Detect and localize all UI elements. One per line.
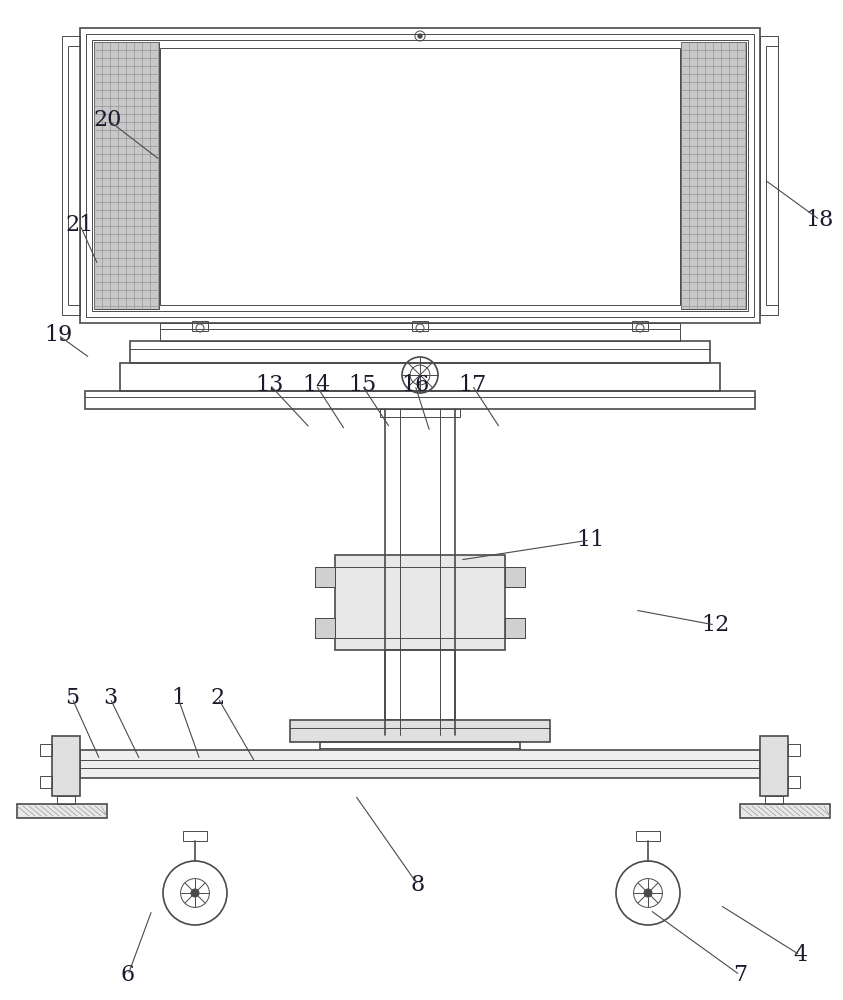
Bar <box>636 831 660 841</box>
Bar <box>765 796 783 804</box>
Bar <box>120 363 720 391</box>
Bar <box>80 28 760 323</box>
Bar <box>740 804 830 818</box>
Bar <box>412 321 428 331</box>
Text: 4: 4 <box>793 944 807 966</box>
Text: 16: 16 <box>401 374 429 396</box>
Text: 11: 11 <box>576 529 604 551</box>
Text: 2: 2 <box>211 687 225 709</box>
Bar <box>62 36 80 315</box>
Bar <box>94 42 159 309</box>
Bar <box>632 321 648 331</box>
Bar <box>760 36 778 315</box>
Bar <box>86 34 754 317</box>
Bar <box>380 409 460 417</box>
Circle shape <box>644 889 652 897</box>
Text: 5: 5 <box>65 687 79 709</box>
Bar <box>160 323 680 341</box>
Bar <box>505 567 525 587</box>
Text: 13: 13 <box>255 374 284 396</box>
Text: 21: 21 <box>66 214 94 236</box>
Bar <box>315 567 335 587</box>
Text: 8: 8 <box>411 874 425 896</box>
Bar <box>80 750 760 778</box>
Circle shape <box>191 889 199 897</box>
Text: 18: 18 <box>806 209 835 231</box>
Bar <box>68 46 80 305</box>
Bar <box>315 618 335 638</box>
Text: 6: 6 <box>121 964 135 986</box>
Bar <box>160 48 680 305</box>
Text: 14: 14 <box>302 374 330 396</box>
Text: 3: 3 <box>103 687 117 709</box>
Bar <box>92 40 748 311</box>
Text: 17: 17 <box>458 374 486 396</box>
Bar <box>57 796 75 804</box>
Bar <box>315 618 335 638</box>
Bar <box>505 618 525 638</box>
Bar <box>192 321 208 331</box>
Bar <box>505 618 525 638</box>
Bar <box>183 831 207 841</box>
Bar <box>320 742 520 758</box>
Bar <box>290 720 550 742</box>
Text: 19: 19 <box>44 324 72 346</box>
Bar <box>52 736 80 796</box>
Bar <box>766 46 778 305</box>
Bar <box>335 555 505 650</box>
Circle shape <box>418 34 422 38</box>
Text: 7: 7 <box>733 964 747 986</box>
Text: 12: 12 <box>701 614 729 636</box>
Text: 1: 1 <box>171 687 185 709</box>
Bar <box>17 804 107 818</box>
Bar <box>788 744 800 756</box>
Bar <box>505 567 525 587</box>
Bar <box>681 42 746 309</box>
Bar <box>385 650 455 720</box>
Bar <box>315 567 335 587</box>
Bar <box>760 736 788 796</box>
Bar <box>40 744 52 756</box>
Bar <box>40 776 52 788</box>
Bar <box>788 776 800 788</box>
Text: 20: 20 <box>94 109 122 131</box>
Text: 15: 15 <box>348 374 376 396</box>
Bar <box>85 391 755 409</box>
Bar <box>130 341 710 363</box>
